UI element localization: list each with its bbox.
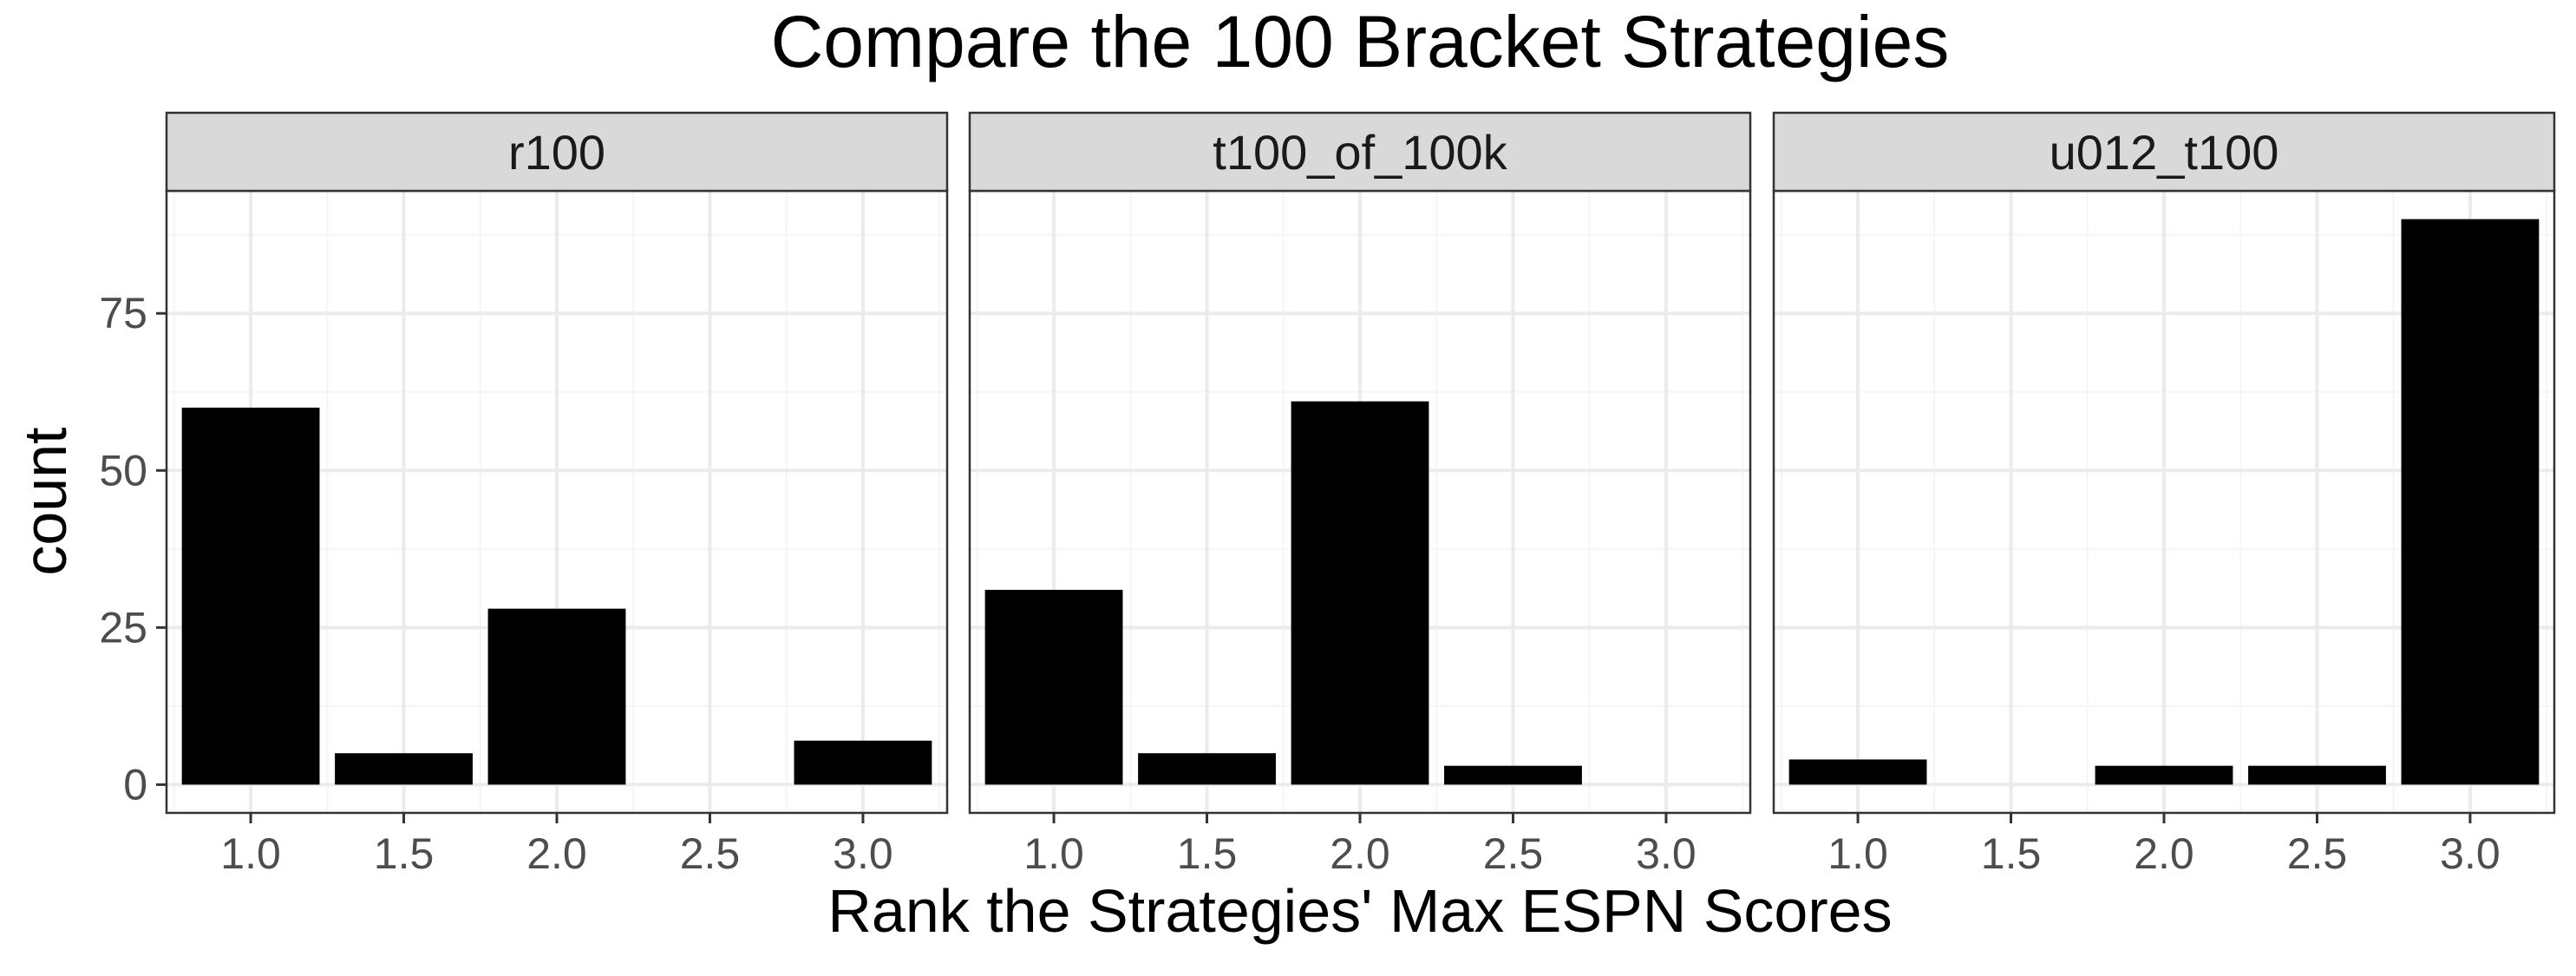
chart-title: Compare the 100 Bracket Strategies <box>771 1 1950 82</box>
bar-t100_of_100k-2.0 <box>1291 401 1429 785</box>
x-tick-label: 1.5 <box>1177 829 1238 878</box>
y-tick-label: 75 <box>99 289 147 337</box>
x-tick-label: 3.0 <box>1636 829 1697 878</box>
y-axis-title: count <box>11 427 79 575</box>
bar-r100-1.0 <box>181 407 320 785</box>
facet-strip <box>1772 111 2556 193</box>
x-tick-label: 2.5 <box>2287 829 2348 878</box>
y-tick-label: 50 <box>99 446 147 495</box>
x-tick-label: 2.5 <box>1483 829 1544 878</box>
x-tick-label: 1.0 <box>220 829 281 878</box>
facet-strip-label: r100 <box>508 125 605 180</box>
bar-r100-3.0 <box>794 740 932 785</box>
facet-strip <box>165 111 949 193</box>
bar-t100_of_100k-1.5 <box>1138 753 1276 785</box>
bar-t100_of_100k-1.0 <box>984 589 1123 785</box>
x-tick-label: 2.0 <box>1330 829 1390 878</box>
x-tick-label: 1.0 <box>1827 829 1888 878</box>
facet-strip-label: u012_t100 <box>2050 125 2279 180</box>
bar-u012_t100-1.0 <box>1788 759 1927 785</box>
bar-t100_of_100k-2.5 <box>1444 765 1582 785</box>
facet-strip <box>968 111 1752 193</box>
x-tick-label: 2.0 <box>2134 829 2194 878</box>
facet-strip-label: t100_of_100k <box>1213 125 1507 180</box>
x-tick-label: 2.5 <box>680 829 741 878</box>
bar-u012_t100-3.0 <box>2401 219 2540 785</box>
x-tick-label: 1.0 <box>1023 829 1084 878</box>
bar-r100-2.0 <box>487 608 626 785</box>
y-tick-label: 0 <box>123 760 147 809</box>
x-tick-label: 1.5 <box>374 829 435 878</box>
bar-u012_t100-2.0 <box>2095 765 2233 785</box>
x-tick-label: 1.5 <box>1981 829 2042 878</box>
bar-r100-1.5 <box>335 753 473 785</box>
x-tick-label: 3.0 <box>2440 829 2501 878</box>
x-tick-label: 3.0 <box>833 829 893 878</box>
bar-u012_t100-2.5 <box>2248 765 2386 785</box>
y-tick-label: 25 <box>99 603 147 652</box>
x-axis-title: Rank the Strategies' Max ESPN Scores <box>827 877 1892 945</box>
x-tick-label: 2.0 <box>526 829 587 878</box>
